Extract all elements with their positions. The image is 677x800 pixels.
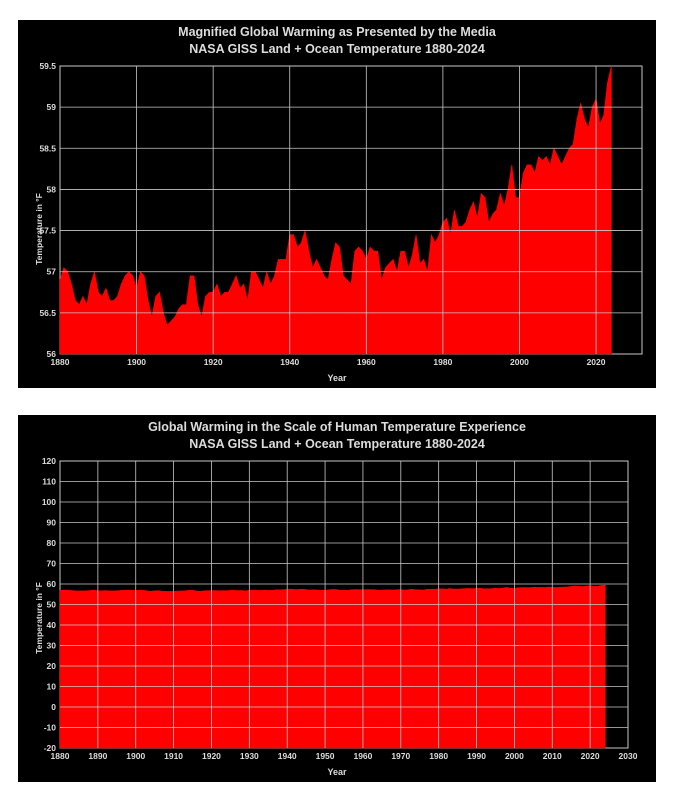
top-chart-panel: Magnified Global Warming as Presented by… (18, 20, 656, 388)
y-tick-label: 60 (47, 579, 57, 589)
y-axis-label: Temperature in °F (34, 582, 44, 654)
x-tick-label: 2000 (505, 751, 524, 761)
x-tick-label: 1880 (51, 751, 70, 761)
x-tick-label: 1890 (88, 751, 107, 761)
x-tick-label: 2010 (543, 751, 562, 761)
x-tick-label: 1940 (278, 751, 297, 761)
x-tick-label: 1900 (126, 751, 145, 761)
y-tick-label: 10 (47, 682, 57, 692)
top-chart-plot: 1880 1900 1920 1940 1960 1980 2000 2020 56 56.5 57… (39, 61, 643, 367)
y-tick-label: -20 (44, 743, 57, 753)
x-tick-label: 1960 (357, 357, 376, 367)
x-tick-label: 1980 (433, 357, 452, 367)
y-tick-label: 59 (47, 102, 57, 112)
chart-subtitle: NASA GISS Land + Ocean Temperature 1880-… (189, 437, 485, 451)
temperature-area (59, 584, 606, 749)
y-tick-label: 20 (47, 661, 57, 671)
y-tick-label: 56 (47, 349, 57, 359)
y-tick-label: 120 (42, 456, 56, 466)
x-axis-label: Year (327, 373, 347, 383)
y-tick-label: 40 (47, 620, 57, 630)
bottom-chart-plot: 1880 1890 1900 1910 1920 1930 1940 1950 1960 1970… (42, 456, 638, 761)
x-tick-label: 1990 (467, 751, 486, 761)
x-tick-label: 1980 (429, 751, 448, 761)
x-tick-label: 1950 (316, 751, 335, 761)
x-tick-label: 1960 (353, 751, 372, 761)
x-tick-label: 2000 (510, 357, 529, 367)
y-tick-label: 58 (47, 184, 57, 194)
y-tick-label: 30 (47, 641, 57, 651)
x-tick-label: 1930 (240, 751, 259, 761)
y-tick-label: 57 (47, 267, 57, 277)
y-axis-label: Temperature in °F (34, 193, 44, 265)
x-tick-label: 1910 (164, 751, 183, 761)
y-tick-label: 90 (47, 518, 57, 528)
y-tick-label: 50 (47, 600, 57, 610)
x-tick-label: 1970 (391, 751, 410, 761)
x-tick-label: 1920 (204, 357, 223, 367)
y-tick-label: 0 (51, 702, 56, 712)
y-tick-label: 100 (42, 497, 56, 507)
y-tick-label: -10 (44, 723, 57, 733)
x-axis-label: Year (327, 767, 347, 777)
y-tick-label: 110 (42, 477, 56, 487)
chart-subtitle: NASA GISS Land + Ocean Temperature 1880-… (189, 42, 485, 56)
x-tick-label: 1920 (202, 751, 221, 761)
y-tick-label: 80 (47, 538, 57, 548)
chart-title: Global Warming in the Scale of Human Tem… (148, 420, 526, 434)
bottom-chart-panel: Global Warming in the Scale of Human Tem… (18, 415, 656, 782)
y-tick-label: 70 (47, 559, 57, 569)
y-tick-label: 59.5 (39, 61, 56, 71)
x-tick-label: 1940 (280, 357, 299, 367)
x-tick-label: 2020 (587, 357, 606, 367)
temperature-area (59, 65, 612, 355)
y-tick-label: 58.5 (39, 143, 56, 153)
x-tick-label: 2020 (581, 751, 600, 761)
x-tick-label: 1880 (51, 357, 70, 367)
y-tick-label: 57.5 (39, 226, 56, 236)
y-tick-label: 56.5 (39, 308, 56, 318)
x-tick-label: 2030 (619, 751, 638, 761)
x-tick-label: 1900 (127, 357, 146, 367)
chart-title: Magnified Global Warming as Presented by… (178, 25, 496, 39)
